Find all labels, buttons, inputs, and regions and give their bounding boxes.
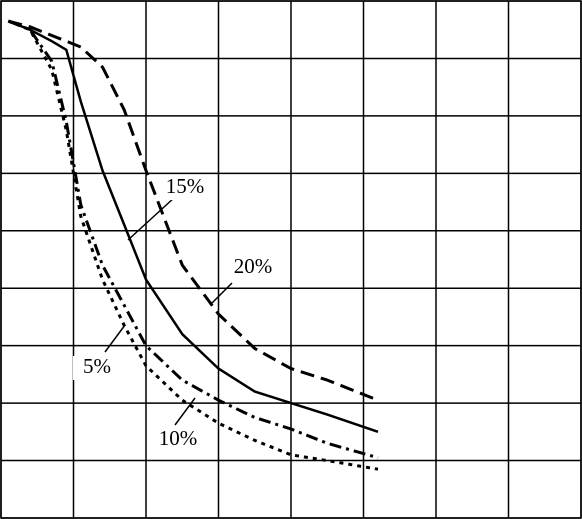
series-label: 10% <box>159 426 198 450</box>
label-leader <box>127 196 176 241</box>
series-label: 20% <box>234 254 273 278</box>
label-leader <box>174 397 196 426</box>
series-label: 5% <box>83 354 111 378</box>
label-bg <box>154 428 202 452</box>
series-line <box>7 19 379 433</box>
label-bg <box>161 176 209 200</box>
series-line <box>7 19 379 402</box>
series-label: 15% <box>166 174 205 198</box>
series-line <box>7 19 379 471</box>
label-bg <box>229 256 277 280</box>
label-leader <box>104 324 126 353</box>
label-leader <box>209 282 233 306</box>
label-bg <box>73 356 121 380</box>
series-line <box>7 19 379 460</box>
